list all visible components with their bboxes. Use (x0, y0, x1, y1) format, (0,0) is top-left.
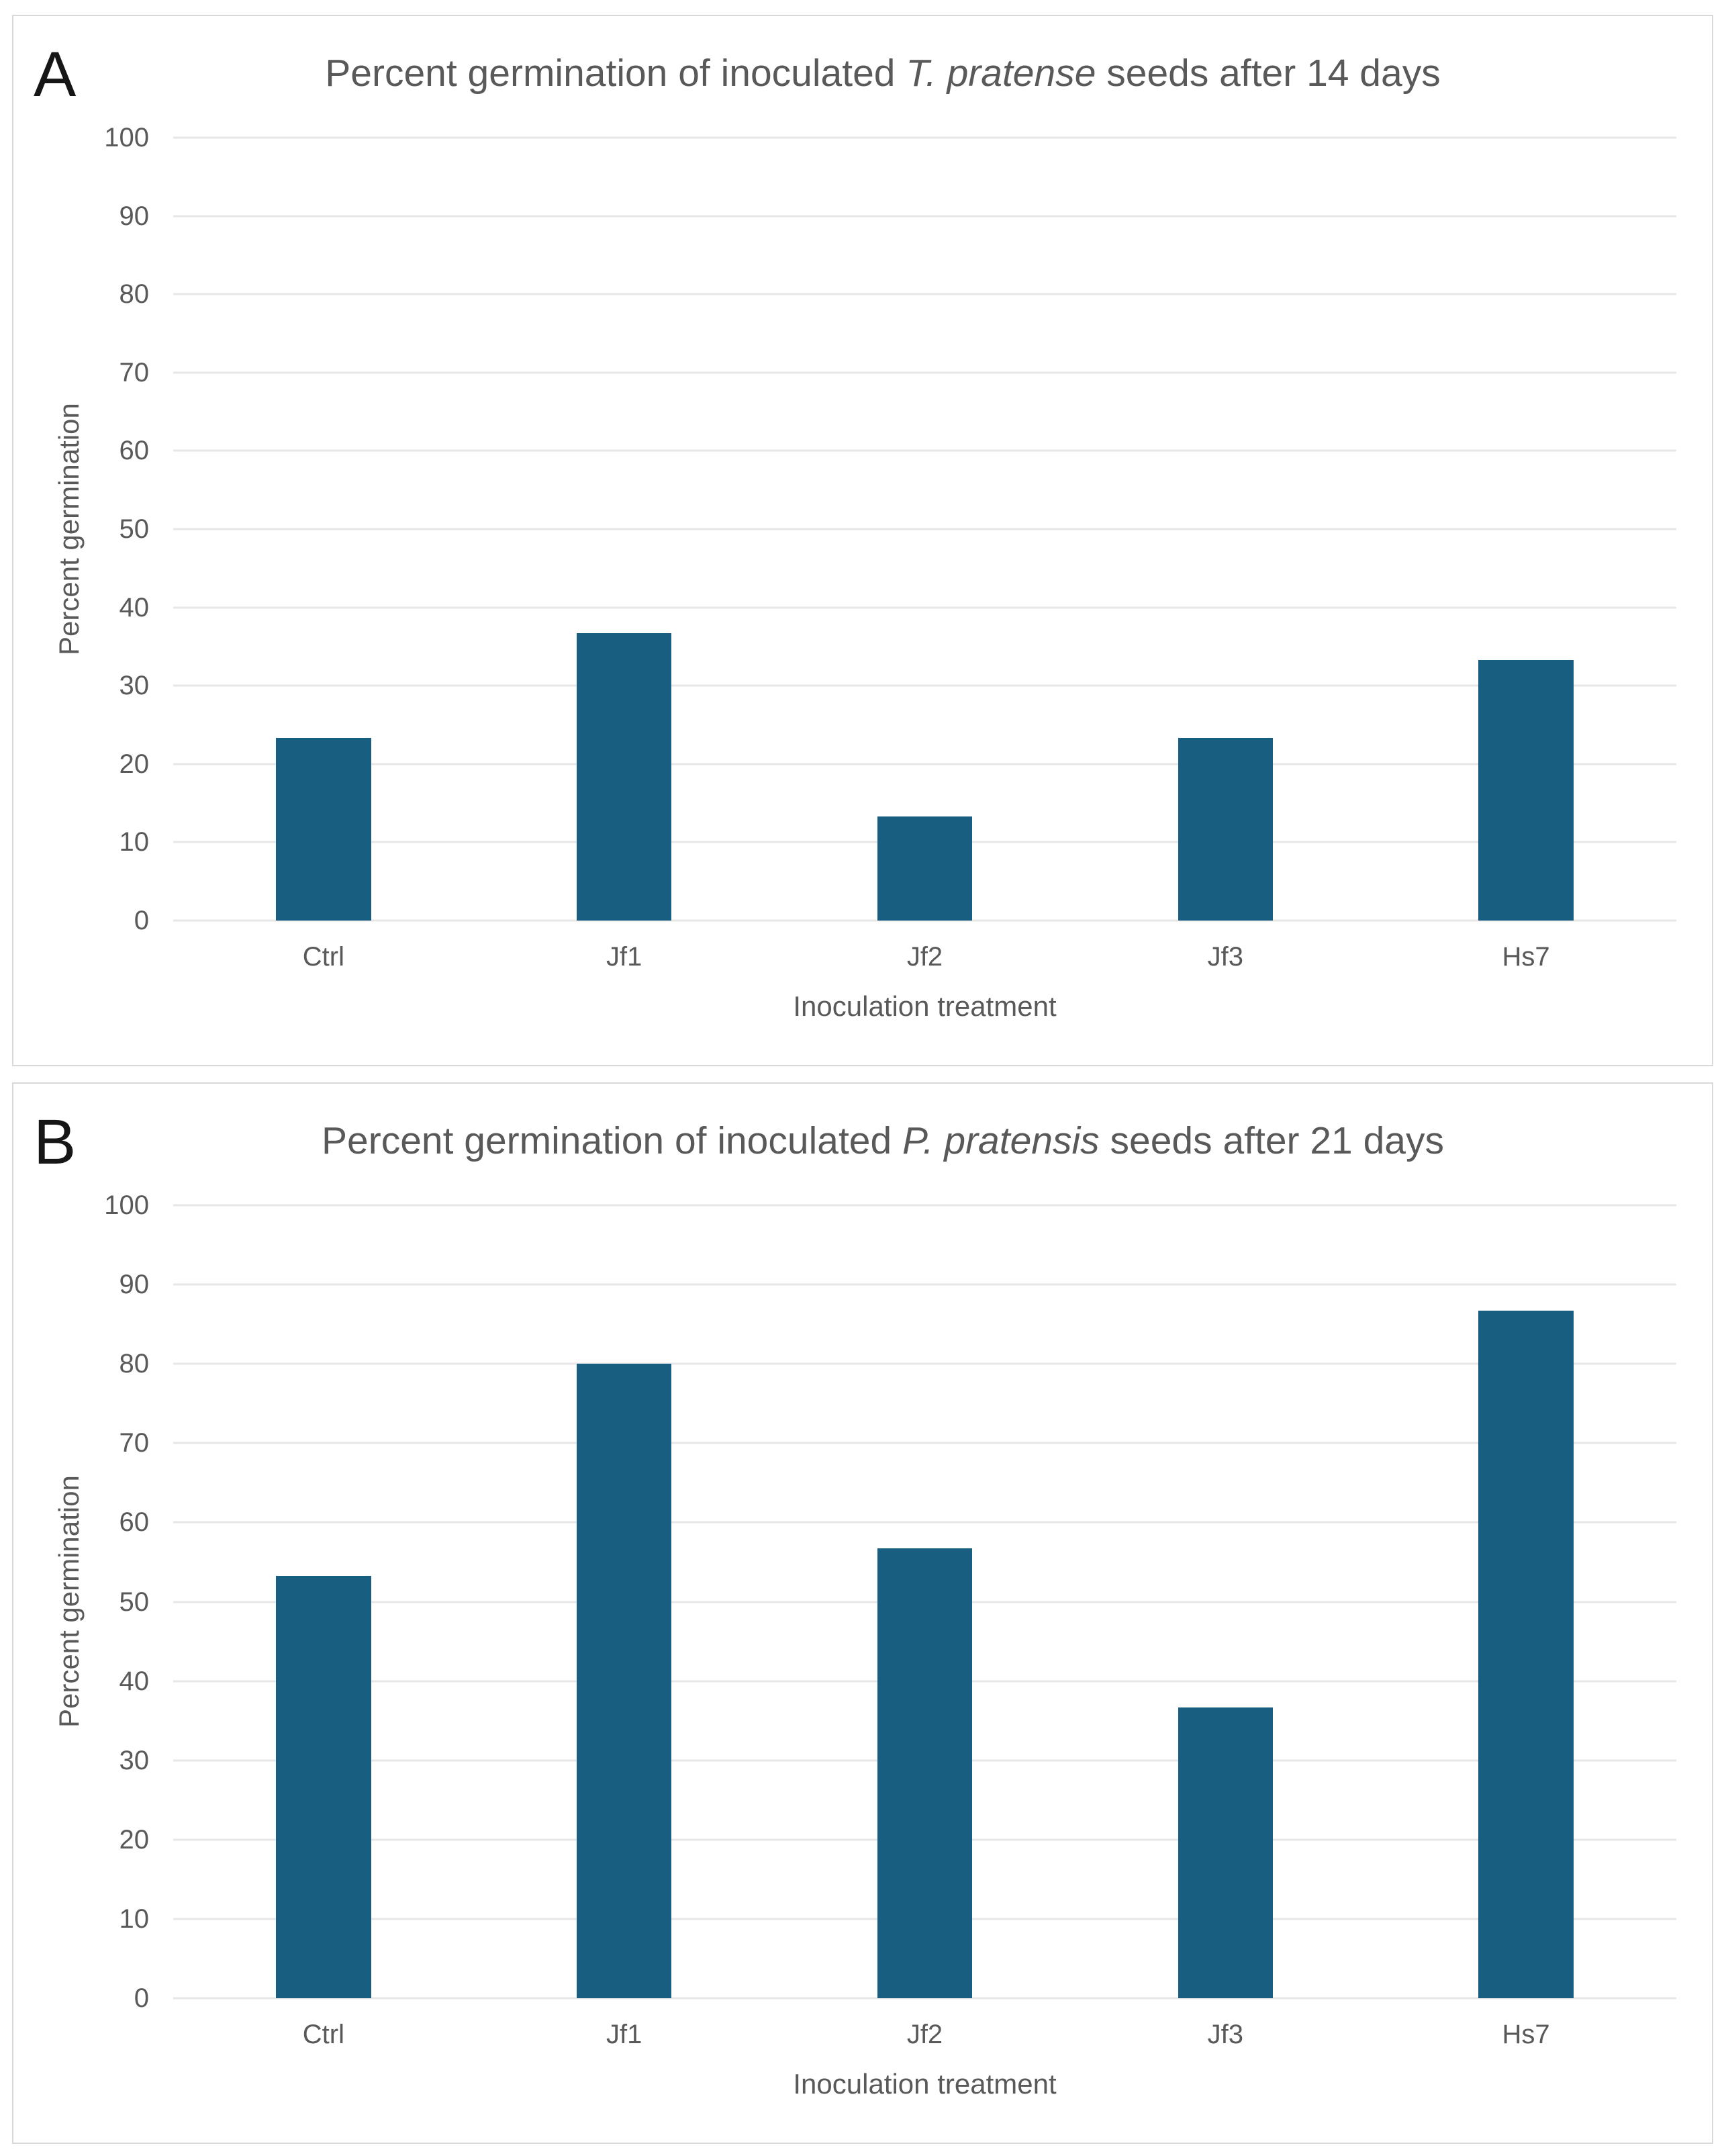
gridline-20 (173, 763, 1676, 765)
x-tick-label-hs7: Hs7 (1502, 2020, 1550, 2049)
bar-jf2 (877, 1548, 973, 1998)
bar-jf3 (1178, 738, 1274, 921)
x-tick-label-jf3: Jf3 (1207, 2020, 1243, 2049)
x-tick-label-jf2: Jf2 (906, 2020, 943, 2049)
y-tick-label-80: 80 (119, 279, 150, 310)
chart-b-title-species: P. pratensis (902, 1119, 1100, 1162)
y-tick-label-60: 60 (119, 436, 150, 466)
y-tick-label-30: 30 (119, 671, 150, 701)
bars-group (173, 138, 1676, 921)
bar-hs7 (1478, 659, 1574, 921)
chart-a-title-prefix: Percent germination of inoculated (325, 52, 906, 95)
gridline-90 (173, 1283, 1676, 1286)
plot-area: Ctrl Jf1 Jf2 Jf3 Hs7 Inoculation treatment 0… (104, 124, 1676, 1022)
bar-ctrl (276, 1575, 371, 1998)
gridline-80 (173, 1362, 1676, 1365)
y-tick-label-40: 40 (119, 1666, 150, 1696)
panel-label-a: A (34, 39, 77, 110)
gridline-0 (173, 1997, 1676, 2000)
gridline-50 (173, 528, 1676, 530)
x-tick-label-ctrl: Ctrl (302, 2020, 344, 2049)
chart-b-title-prefix: Percent germination of inoculated (322, 1119, 903, 1162)
chart-a-title-species: T. pratense (906, 52, 1096, 95)
gridline-90 (173, 215, 1676, 218)
x-tick-labels: Ctrl Jf1 Jf2 Jf3 Hs7 (173, 942, 1676, 972)
bar-slot-hs7 (1376, 1205, 1676, 1998)
y-tick-label-70: 70 (119, 1428, 150, 1458)
y-tick-label-40: 40 (119, 592, 150, 622)
x-tick-label-jf3: Jf3 (1207, 942, 1243, 972)
gridline-60 (173, 1521, 1676, 1524)
chart-a-title-suffix: seeds after 14 days (1096, 52, 1441, 95)
chart-b-title: Percent germination of inoculated P. pra… (94, 1117, 1672, 1165)
bar-slot-jf1 (474, 1205, 775, 1998)
chart-a-title: Percent germination of inoculated T. pra… (94, 50, 1672, 97)
x-tick-labels: Ctrl Jf1 Jf2 Jf3 Hs7 (173, 2020, 1676, 2050)
gridline-100 (173, 136, 1676, 139)
x-tick-label-ctrl: Ctrl (302, 942, 344, 972)
bar-ctrl (276, 738, 371, 921)
y-tick-label-80: 80 (119, 1349, 150, 1379)
gridline-30 (173, 684, 1676, 687)
bar-jf2 (877, 816, 973, 921)
gridline-60 (173, 449, 1676, 452)
y-tick-label-70: 70 (119, 357, 150, 387)
gridline-100 (173, 1204, 1676, 1207)
plot-area: Ctrl Jf1 Jf2 Jf3 Hs7 Inoculation treatment 0… (104, 1192, 1676, 2100)
y-tick-label-90: 90 (119, 1270, 150, 1300)
x-tick-label-hs7: Hs7 (1502, 942, 1550, 972)
bar-hs7 (1478, 1311, 1574, 1998)
panel-b: B Percent germination of inoculated P. p… (12, 1082, 1713, 2144)
x-tick-label-jf1: Jf1 (606, 942, 642, 972)
bar-slot-ctrl (173, 1205, 474, 1998)
bars-group (173, 1205, 1676, 1998)
gridline-40 (173, 606, 1676, 609)
x-tick-label-jf1: Jf1 (606, 2020, 642, 2049)
bar-slot-jf2 (775, 1205, 1075, 1998)
y-tick-label-50: 50 (119, 514, 150, 544)
y-axis-title: Percent germination (53, 403, 85, 655)
panel-label-b: B (34, 1107, 77, 1178)
bar-slot-jf2 (775, 138, 1075, 921)
y-tick-label-60: 60 (119, 1507, 150, 1538)
gridline-80 (173, 293, 1676, 295)
y-tick-label-100: 100 (104, 123, 149, 152)
y-tick-label-50: 50 (119, 1587, 150, 1617)
y-tick-label-0: 0 (134, 1983, 149, 2013)
y-tick-label-30: 30 (119, 1745, 150, 1775)
bar-slot-jf3 (1075, 1205, 1376, 1998)
bar-slot-jf3 (1075, 138, 1376, 921)
y-tick-label-90: 90 (119, 201, 150, 231)
bar-slot-jf1 (474, 138, 775, 921)
y-tick-label-10: 10 (119, 827, 150, 857)
bar-jf1 (576, 1364, 672, 1998)
bar-slot-hs7 (1376, 138, 1676, 921)
chart-b-title-suffix: seeds after 21 days (1099, 1119, 1444, 1162)
gridline-0 (173, 919, 1676, 922)
x-axis-title: Inoculation treatment (793, 2068, 1057, 2100)
y-axis-title: Percent germination (53, 1475, 85, 1728)
y-tick-label-0: 0 (134, 906, 149, 935)
bar-jf1 (576, 633, 672, 921)
gridline-70 (173, 1442, 1676, 1444)
y-tick-label-20: 20 (119, 749, 150, 779)
bar-jf3 (1178, 1707, 1274, 1998)
y-tick-label-20: 20 (119, 1824, 150, 1855)
y-tick-label-10: 10 (119, 1904, 150, 1934)
x-axis-title: Inoculation treatment (793, 990, 1057, 1022)
panel-a: A Percent germination of inoculated T. p… (12, 15, 1713, 1066)
bar-slot-ctrl (173, 138, 474, 921)
x-tick-label-jf2: Jf2 (906, 942, 943, 972)
gridline-70 (173, 371, 1676, 374)
y-tick-label-100: 100 (104, 1190, 149, 1220)
